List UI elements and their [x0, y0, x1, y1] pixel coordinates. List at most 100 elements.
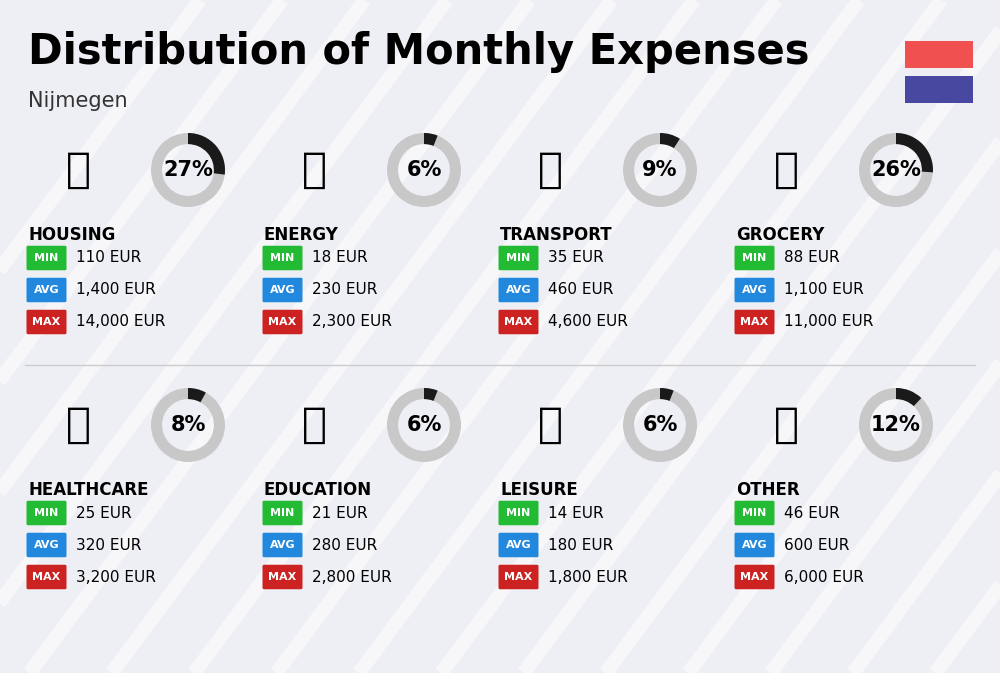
FancyBboxPatch shape — [26, 278, 66, 302]
Wedge shape — [623, 133, 697, 207]
Text: LEISURE: LEISURE — [500, 481, 578, 499]
Text: 21 EUR: 21 EUR — [312, 505, 368, 520]
FancyBboxPatch shape — [499, 278, 539, 302]
Text: 12%: 12% — [871, 415, 921, 435]
Text: MIN: MIN — [506, 253, 531, 263]
Text: MIN: MIN — [270, 508, 295, 518]
Text: AVG: AVG — [34, 285, 59, 295]
FancyBboxPatch shape — [262, 310, 302, 334]
Text: MAX: MAX — [268, 317, 297, 327]
FancyBboxPatch shape — [499, 533, 539, 557]
Text: 3,200 EUR: 3,200 EUR — [76, 569, 156, 584]
Text: GROCERY: GROCERY — [736, 226, 824, 244]
Text: MAX: MAX — [740, 317, 769, 327]
FancyBboxPatch shape — [26, 310, 66, 334]
Text: AVG: AVG — [506, 540, 531, 550]
Text: 2,800 EUR: 2,800 EUR — [312, 569, 392, 584]
Text: MAX: MAX — [740, 572, 769, 582]
FancyBboxPatch shape — [905, 76, 973, 103]
Text: MAX: MAX — [504, 317, 533, 327]
FancyBboxPatch shape — [26, 533, 66, 557]
Text: 6%: 6% — [406, 415, 442, 435]
FancyBboxPatch shape — [735, 246, 775, 271]
Text: 🛍: 🛍 — [538, 404, 562, 446]
Text: MAX: MAX — [32, 317, 61, 327]
FancyBboxPatch shape — [735, 501, 775, 525]
Text: 14,000 EUR: 14,000 EUR — [76, 314, 165, 330]
Text: MIN: MIN — [506, 508, 531, 518]
Text: ENERGY: ENERGY — [264, 226, 339, 244]
Text: MIN: MIN — [742, 508, 767, 518]
FancyBboxPatch shape — [262, 246, 302, 271]
Wedge shape — [151, 133, 225, 207]
Text: 🎓: 🎓 — [301, 404, 326, 446]
Text: 46 EUR: 46 EUR — [784, 505, 840, 520]
Text: 6%: 6% — [642, 415, 678, 435]
Text: 💰: 💰 — [774, 404, 798, 446]
Text: 🛒: 🛒 — [774, 149, 798, 191]
FancyBboxPatch shape — [499, 565, 539, 590]
Wedge shape — [896, 133, 933, 172]
Text: MIN: MIN — [34, 508, 59, 518]
Wedge shape — [424, 388, 438, 401]
FancyBboxPatch shape — [262, 501, 302, 525]
Text: 320 EUR: 320 EUR — [76, 538, 141, 553]
Text: 18 EUR: 18 EUR — [312, 250, 368, 266]
Text: 11,000 EUR: 11,000 EUR — [784, 314, 873, 330]
Text: AVG: AVG — [270, 285, 295, 295]
Text: 600 EUR: 600 EUR — [784, 538, 849, 553]
Text: 180 EUR: 180 EUR — [548, 538, 613, 553]
Text: AVG: AVG — [742, 285, 767, 295]
Text: 27%: 27% — [163, 160, 213, 180]
Text: 230 EUR: 230 EUR — [312, 283, 377, 297]
Text: 280 EUR: 280 EUR — [312, 538, 377, 553]
Wedge shape — [896, 388, 921, 406]
Text: 25 EUR: 25 EUR — [76, 505, 132, 520]
Text: MAX: MAX — [504, 572, 533, 582]
Text: 🏢: 🏢 — [66, 149, 90, 191]
FancyBboxPatch shape — [735, 310, 775, 334]
Text: 2,300 EUR: 2,300 EUR — [312, 314, 392, 330]
FancyBboxPatch shape — [262, 565, 302, 590]
Text: AVG: AVG — [742, 540, 767, 550]
Text: 🚌: 🚌 — [538, 149, 562, 191]
Wedge shape — [859, 388, 933, 462]
Text: 460 EUR: 460 EUR — [548, 283, 613, 297]
Wedge shape — [660, 388, 674, 401]
Text: 26%: 26% — [871, 160, 921, 180]
Text: 6%: 6% — [406, 160, 442, 180]
FancyBboxPatch shape — [499, 310, 539, 334]
Text: HEALTHCARE: HEALTHCARE — [28, 481, 148, 499]
Text: TRANSPORT: TRANSPORT — [500, 226, 613, 244]
FancyBboxPatch shape — [26, 501, 66, 525]
Text: 💓: 💓 — [66, 404, 90, 446]
Wedge shape — [188, 388, 206, 402]
Text: 1,400 EUR: 1,400 EUR — [76, 283, 156, 297]
Text: 1,100 EUR: 1,100 EUR — [784, 283, 864, 297]
Text: EDUCATION: EDUCATION — [264, 481, 372, 499]
Text: 🔌: 🔌 — [301, 149, 326, 191]
Text: AVG: AVG — [270, 540, 295, 550]
Text: Distribution of Monthly Expenses: Distribution of Monthly Expenses — [28, 31, 810, 73]
Wedge shape — [859, 133, 933, 207]
Text: 6,000 EUR: 6,000 EUR — [784, 569, 864, 584]
Text: 14 EUR: 14 EUR — [548, 505, 604, 520]
Text: 88 EUR: 88 EUR — [784, 250, 840, 266]
Text: MIN: MIN — [270, 253, 295, 263]
FancyBboxPatch shape — [262, 278, 302, 302]
Text: MIN: MIN — [34, 253, 59, 263]
FancyBboxPatch shape — [262, 533, 302, 557]
Text: Nijmegen: Nijmegen — [28, 91, 128, 111]
Text: MIN: MIN — [742, 253, 767, 263]
Wedge shape — [188, 133, 225, 174]
Text: AVG: AVG — [506, 285, 531, 295]
Wedge shape — [387, 388, 461, 462]
Wedge shape — [387, 133, 461, 207]
Text: 1,800 EUR: 1,800 EUR — [548, 569, 628, 584]
Text: 4,600 EUR: 4,600 EUR — [548, 314, 628, 330]
Text: 8%: 8% — [170, 415, 206, 435]
Text: OTHER: OTHER — [736, 481, 800, 499]
Text: MAX: MAX — [268, 572, 297, 582]
FancyBboxPatch shape — [26, 565, 66, 590]
Text: 110 EUR: 110 EUR — [76, 250, 141, 266]
